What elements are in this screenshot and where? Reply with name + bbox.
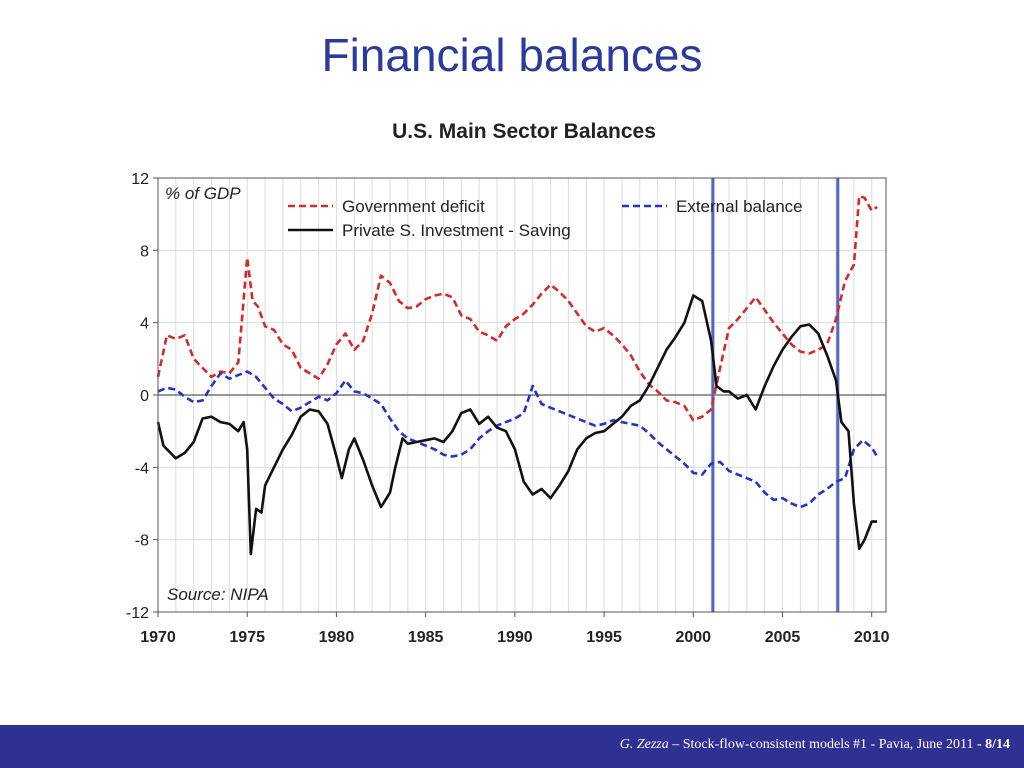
x-tick-label: 1985 [408,629,444,646]
y-tick-label: 4 [140,316,149,333]
unit-label: % of GDP [165,184,241,203]
axis-labels: 12 8 4 0 -4 -8 -12 1970 1975 1980 1985 1990 1995 2000… [126,171,890,646]
footer-talk: Stock-flow-consistent models #1 - Pavia,… [682,737,974,752]
x-tick-label: 2010 [854,629,890,646]
legend-label-2: External balance [676,197,803,216]
footer-page-separator: - [973,737,986,752]
y-tick-label: -4 [135,460,149,477]
footer-text: G. Zezza – Stock-flow-consistent models … [620,737,1010,753]
chart-title: U.S. Main Sector Balances [392,120,656,143]
y-tick-label: 0 [140,388,149,405]
footer-page-number: 8/14 [985,737,1010,752]
x-tick-label: 1975 [229,629,265,646]
series-group [156,194,879,556]
y-tick-label: 8 [140,243,149,260]
footer-separator: – [668,737,683,752]
slide-title: Financial balances [321,29,703,81]
y-tick-label: -8 [135,533,149,550]
y-tick-label: -12 [126,605,149,622]
series-line-2 [157,370,879,509]
legend: Government deficit External balance Privat… [288,197,803,240]
footer-author: G. Zezza [619,737,669,752]
legend-label-1: Government deficit [342,197,485,216]
x-tick-label: 1995 [586,629,622,646]
chart: U.S. Main Sector Balances 12 8 4 0 -4 -8 -12 19… [126,120,890,646]
legend-label-3: Private S. Investment - Saving [342,221,571,240]
series-line-3 [156,294,878,556]
series-line-1 [156,194,878,422]
x-tick-label: 1980 [319,629,355,646]
x-tick-label: 1990 [497,629,533,646]
x-tick-label: 2005 [765,629,801,646]
y-tick-label: 12 [131,171,149,188]
source-note: Source: NIPA [167,585,269,604]
footer-bar: G. Zezza – Stock-flow-consistent models … [0,725,1024,768]
x-tick-label: 1970 [140,629,176,646]
x-tick-label: 2000 [675,629,711,646]
